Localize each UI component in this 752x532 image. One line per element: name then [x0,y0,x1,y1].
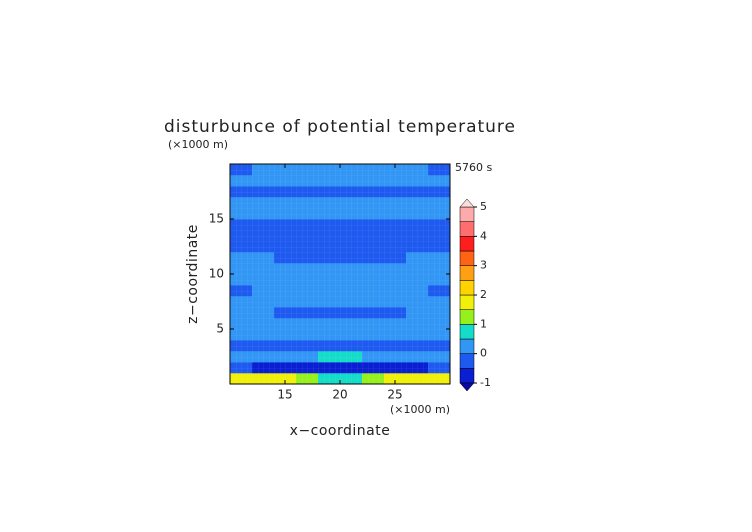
colorbar-segment [459,368,475,384]
y-tick-label: 10 [209,267,224,281]
colorbar-segment [459,206,475,222]
x-axis-label: x−coordinate [290,423,391,439]
x-unit: (×1000 m) [390,403,450,416]
colorbar-segment [459,353,475,369]
chart-title: disturbunce of potential temperature [164,117,516,137]
colorbar-segment [459,221,475,237]
y-tick-label: 5 [216,322,224,336]
y-tick-label: 15 [209,212,224,226]
x-tick-label: 15 [277,388,292,402]
colorbar-segment [459,265,475,281]
colorbar-tick-label: 2 [480,288,487,301]
colorbar-segment [459,324,475,340]
colorbar-over [459,198,475,208]
y-unit: (×1000 m) [168,138,228,151]
colorbar-segment [459,338,475,354]
colorbar-tick-label: 0 [480,347,487,360]
x-tick-label: 20 [332,388,347,402]
mesh [230,164,450,384]
colorbar-segment [459,250,475,266]
colorbar: -1 0 1 2 3 4 5 [459,198,491,392]
axes: 15 20 25 5 10 15 [209,164,450,402]
colorbar-segment [459,294,475,310]
colorbar-segment [459,309,475,325]
x-tick-label: 25 [387,388,402,402]
colorbar-tick-label: 3 [480,259,487,272]
colorbar-tick-label: 1 [480,317,487,330]
colorbar-under [459,382,475,392]
time-label: 5760 s [455,161,492,174]
colorbar-tick-label: 5 [480,200,487,213]
colorbar-segment [459,280,475,296]
y-axis-label: z−coordinate [185,224,201,324]
colorbar-tick-label: 4 [480,229,487,242]
colorbar-tick-label: -1 [480,376,491,389]
colorbar-segment [459,236,475,252]
